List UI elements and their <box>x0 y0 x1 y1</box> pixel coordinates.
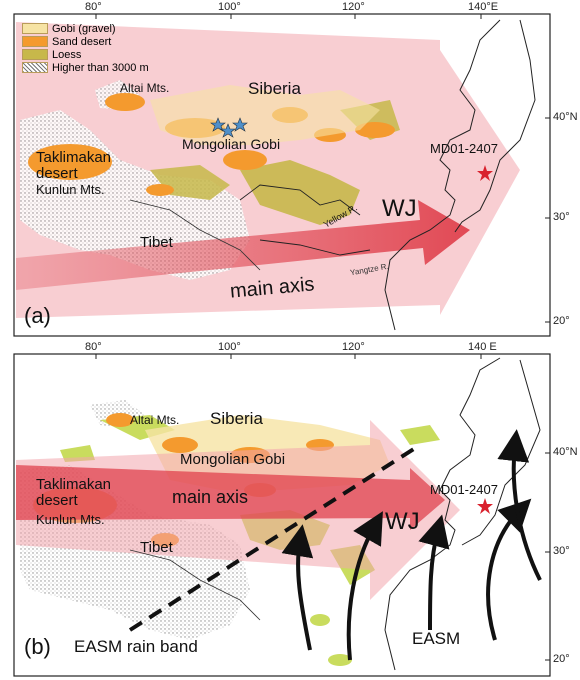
panel-a-map <box>13 13 551 337</box>
legend-swatch <box>22 23 48 34</box>
label-taklimakan-b: Taklimakan desert <box>36 476 112 509</box>
label-wj: WJ <box>382 195 417 222</box>
tick-lon-100: 100° <box>218 1 241 13</box>
border-a <box>129 199 261 271</box>
label-tibet-b: Tibet <box>140 539 173 556</box>
legend-label: Higher than 3000 m <box>52 61 149 74</box>
panel-label-b: (b) <box>24 634 51 659</box>
loess-area-a <box>240 160 360 225</box>
sample-site-stars <box>210 117 248 138</box>
tick-lon-120-b: 120° <box>342 341 365 353</box>
ticks-a <box>95 14 550 323</box>
legend-item: Loess <box>22 48 149 61</box>
core-site-star-a <box>477 165 493 181</box>
core-site-star-b <box>477 498 493 514</box>
panel-b: 80° 100° 120° 140 E 40°N 30° 20° Altai M… <box>0 340 580 680</box>
tick-lat-20: 20° <box>553 315 570 327</box>
tick-lat-30-b: 30° <box>553 545 570 557</box>
label-mongolian-gobi: Mongolian Gobi <box>182 136 281 152</box>
tick-lat-40-b: 40°N <box>553 446 578 458</box>
label-siberia: Siberia <box>248 79 301 98</box>
panel-label-a: (a) <box>24 303 51 328</box>
tick-lon-80-b: 80° <box>85 341 102 353</box>
tick-lon-140-b: 140 E <box>468 341 497 353</box>
label-core-b: MD01-2407 <box>430 482 498 497</box>
gobi-area-a <box>150 85 380 145</box>
easm-rain-band-line <box>128 443 422 632</box>
river-a <box>239 184 371 256</box>
tick-lat-30: 30° <box>553 211 570 223</box>
border-b <box>129 549 261 621</box>
ticks-b <box>95 354 550 661</box>
legend-item: Gobi (gravel) <box>22 22 149 35</box>
label-mongolian-gobi-b: Mongolian Gobi <box>180 451 286 468</box>
legend-label: Loess <box>52 48 82 61</box>
label-wj-b: WJ <box>385 508 420 535</box>
main-axis-arrow-b <box>16 465 445 530</box>
tick-lat-40: 40°N <box>553 111 578 123</box>
easm-arrows <box>281 429 542 661</box>
label-rain-band: EASM rain band <box>74 637 198 656</box>
label-altai-b: Altai Mts. <box>130 413 180 427</box>
label-altai: Altai Mts. <box>120 81 170 95</box>
legend-swatch <box>22 49 48 60</box>
label-siberia-b: Siberia <box>210 409 263 428</box>
label-tibet: Tibet <box>140 234 173 251</box>
legend-item: Sand desert <box>22 35 149 48</box>
legend-label: Gobi (gravel) <box>52 22 116 35</box>
label-kunlun-b: Kunlun Mts. <box>36 512 105 527</box>
label-main-axis-b: main axis <box>172 487 249 507</box>
legend-swatch <box>22 36 48 47</box>
main-axis-arrow-a <box>16 200 470 290</box>
tick-lon-100-b: 100° <box>218 341 241 353</box>
coastline-a <box>384 19 536 331</box>
panel-a: Gobi (gravel) Sand desert Loess Higher t… <box>13 1 578 337</box>
label-core-a: MD01-2407 <box>430 141 498 156</box>
tick-lat-20-b: 20° <box>553 653 570 665</box>
label-kunlun: Kunlun Mts. <box>36 182 105 197</box>
legend-swatch <box>22 62 48 73</box>
tick-lon-80: 80° <box>85 1 102 13</box>
legend-item: Higher than 3000 m <box>22 61 149 74</box>
panel-b-map <box>13 353 551 677</box>
map-legend: Gobi (gravel) Sand desert Loess Higher t… <box>22 22 149 74</box>
legend-label: Sand desert <box>52 35 112 48</box>
tick-lon-120: 120° <box>342 1 365 13</box>
label-taklimakan: Taklimakan desert <box>36 149 112 182</box>
tick-lon-140: 140°E <box>468 1 499 13</box>
label-easm: EASM <box>412 629 461 648</box>
